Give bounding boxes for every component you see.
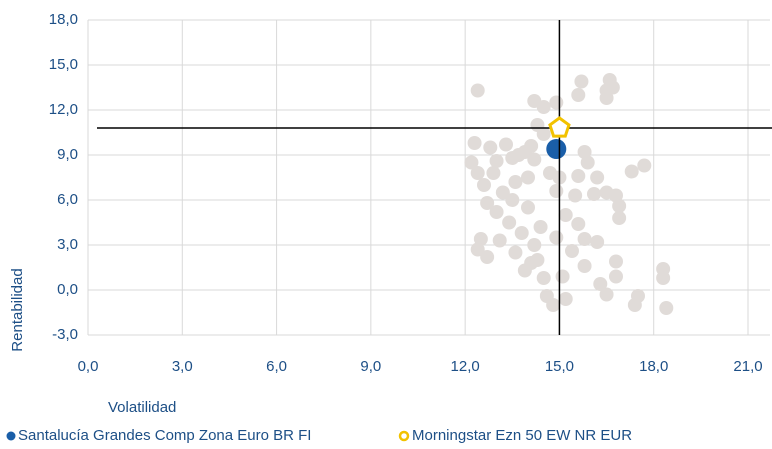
peer-point: [473, 232, 488, 246]
peer-point: [524, 139, 539, 153]
peer-point: [577, 145, 592, 159]
y-tick-label: 12,0: [49, 101, 78, 118]
peer-point: [480, 196, 495, 210]
y-tick-label: 6,0: [57, 191, 78, 208]
peer-point: [593, 277, 608, 291]
peer-point: [521, 200, 535, 215]
legend-marker: [6, 431, 16, 441]
peer-point: [514, 226, 529, 240]
peer-point: [558, 292, 573, 306]
y-tick-label: 3,0: [57, 236, 78, 253]
x-tick-label: 0,0: [78, 358, 99, 375]
peer-point: [555, 269, 570, 284]
fund-point: [546, 139, 567, 159]
x-tick-label: 21,0: [733, 358, 762, 375]
peer-point: [612, 211, 627, 225]
peer-point: [480, 250, 495, 264]
peer-point: [467, 136, 482, 150]
peer-point: [536, 100, 551, 114]
peer-point: [499, 137, 513, 152]
x-axis-label: Volatilidad: [108, 399, 176, 416]
peer-point: [495, 185, 510, 200]
peer-point: [464, 155, 479, 170]
peer-point: [546, 298, 561, 312]
peer-point: [508, 245, 523, 260]
peer-point: [590, 170, 605, 185]
peer-point: [637, 158, 652, 173]
peer-point: [517, 263, 532, 278]
peer-point: [574, 74, 589, 89]
peer-point: [612, 199, 627, 213]
peer-point: [558, 208, 573, 222]
peer-point: [489, 205, 504, 219]
y-tick-label: 15,0: [49, 56, 78, 73]
peer-point: [477, 178, 491, 192]
peer-point: [605, 80, 620, 95]
peer-point: [599, 287, 614, 302]
peer-point: [565, 244, 579, 258]
peer-point: [470, 83, 485, 98]
x-tick-label: 9,0: [360, 358, 381, 375]
peer-point: [527, 152, 542, 167]
peer-point: [568, 188, 583, 203]
peer-point: [599, 91, 614, 105]
x-tick-label: 18,0: [639, 358, 668, 375]
peer-point: [577, 232, 592, 246]
legend-label: Morningstar Ezn 50 EW NR EUR: [412, 427, 632, 444]
peer-point: [624, 164, 639, 179]
peer-point: [627, 298, 642, 312]
peer-point: [533, 220, 548, 234]
peer-point: [549, 184, 564, 198]
peer-point: [609, 188, 623, 203]
peer-point: [489, 154, 504, 168]
benchmark-point: [548, 116, 571, 138]
x-tick-label: 12,0: [451, 358, 480, 375]
y-tick-label: 0,0: [57, 281, 78, 298]
peer-point: [527, 238, 542, 252]
y-tick-label: -3,0: [52, 326, 78, 343]
peer-point: [549, 95, 564, 110]
peer-point: [656, 271, 671, 285]
x-tick-label: 3,0: [172, 358, 193, 375]
peer-point: [580, 155, 595, 170]
legend-marker: [398, 430, 410, 442]
peer-point: [502, 215, 517, 230]
peer-point: [470, 166, 485, 180]
peer-point: [609, 254, 623, 269]
peer-point: [571, 169, 586, 183]
x-tick-label: 15,0: [545, 358, 574, 375]
peer-point: [521, 170, 535, 185]
peer-point: [571, 88, 586, 102]
x-tick-label: 6,0: [266, 358, 287, 375]
peer-point: [587, 187, 601, 201]
y-tick-label: 18,0: [49, 11, 78, 28]
peer-point: [609, 269, 623, 284]
peer-point: [536, 271, 551, 285]
y-axis-label: Rentabilidad: [9, 268, 26, 351]
peer-point: [505, 193, 520, 207]
peer-point: [470, 242, 485, 257]
peer-point: [486, 166, 501, 180]
peer-point: [590, 235, 605, 249]
peer-point: [530, 253, 545, 267]
legend-label: Santalucía Grandes Comp Zona Euro BR FI: [18, 427, 311, 444]
y-tick-label: 9,0: [57, 146, 78, 163]
peer-point: [577, 259, 592, 273]
peer-point: [543, 166, 557, 180]
peer-point: [536, 127, 551, 141]
peer-point: [571, 217, 586, 231]
peer-point: [549, 230, 564, 245]
peer-point: [483, 140, 498, 155]
peer-point: [492, 233, 507, 248]
peer-point: [659, 301, 674, 315]
peer-point: [508, 175, 523, 189]
